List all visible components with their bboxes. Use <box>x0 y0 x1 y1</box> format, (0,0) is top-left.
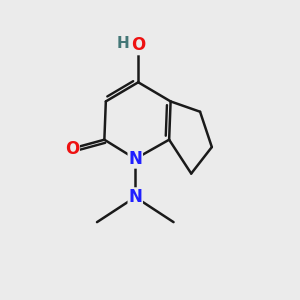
Text: H: H <box>117 36 130 51</box>
Text: N: N <box>128 188 142 206</box>
Text: N: N <box>128 150 142 168</box>
Text: O: O <box>65 140 79 158</box>
Text: N: N <box>128 150 142 168</box>
Text: O: O <box>131 37 145 55</box>
Text: O: O <box>65 140 79 158</box>
Text: H: H <box>117 36 130 51</box>
Text: O: O <box>131 37 145 55</box>
Text: N: N <box>128 188 142 206</box>
